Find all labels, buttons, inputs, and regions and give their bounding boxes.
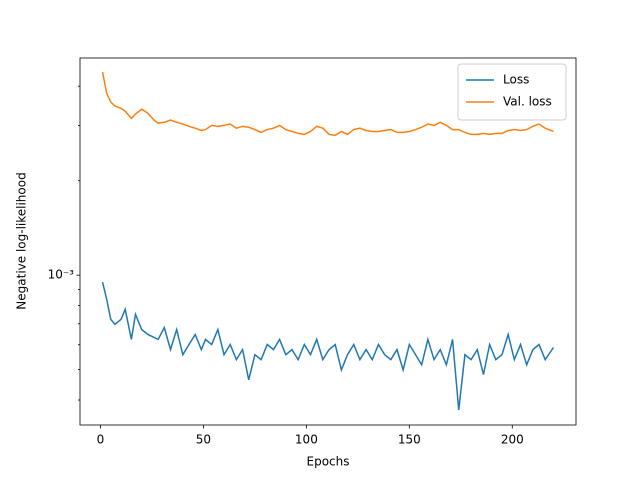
x-axis-label: Epochs: [307, 455, 350, 469]
series-line: [101, 281, 555, 410]
series-line: [101, 71, 554, 137]
x-tick-label: 50: [196, 433, 211, 447]
plot-frame: [79, 57, 577, 426]
x-tick-label: 100: [295, 433, 318, 447]
x-tick-label: 200: [501, 433, 524, 447]
y-axis-label: Negative log-likelihood: [15, 172, 29, 309]
legend-label: Val. loss: [503, 95, 552, 109]
y-tick-label: 10⁻³: [48, 268, 75, 282]
x-tick-label: 150: [398, 433, 421, 447]
x-tick-label: 0: [97, 433, 105, 447]
legend-label: Loss: [503, 73, 529, 87]
legend-box: [457, 63, 567, 121]
